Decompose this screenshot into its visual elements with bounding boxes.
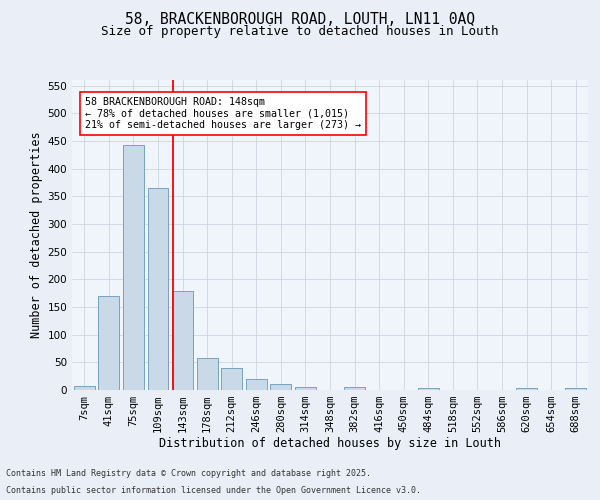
Bar bbox=[246, 379, 267, 390]
Bar bbox=[344, 387, 365, 390]
X-axis label: Distribution of detached houses by size in Louth: Distribution of detached houses by size … bbox=[159, 436, 501, 450]
Text: 58 BRACKENBOROUGH ROAD: 148sqm
← 78% of detached houses are smaller (1,015)
21% : 58 BRACKENBOROUGH ROAD: 148sqm ← 78% of … bbox=[85, 96, 361, 130]
Bar bbox=[74, 386, 95, 390]
Bar bbox=[123, 146, 144, 390]
Y-axis label: Number of detached properties: Number of detached properties bbox=[30, 132, 43, 338]
Bar bbox=[516, 388, 537, 390]
Bar bbox=[271, 384, 292, 390]
Bar bbox=[565, 388, 586, 390]
Text: Size of property relative to detached houses in Louth: Size of property relative to detached ho… bbox=[101, 25, 499, 38]
Bar bbox=[295, 387, 316, 390]
Bar bbox=[418, 388, 439, 390]
Bar bbox=[197, 358, 218, 390]
Text: 58, BRACKENBOROUGH ROAD, LOUTH, LN11 0AQ: 58, BRACKENBOROUGH ROAD, LOUTH, LN11 0AQ bbox=[125, 12, 475, 28]
Bar bbox=[98, 296, 119, 390]
Bar bbox=[148, 188, 169, 390]
Bar bbox=[221, 368, 242, 390]
Text: Contains public sector information licensed under the Open Government Licence v3: Contains public sector information licen… bbox=[6, 486, 421, 495]
Bar bbox=[172, 292, 193, 390]
Text: Contains HM Land Registry data © Crown copyright and database right 2025.: Contains HM Land Registry data © Crown c… bbox=[6, 468, 371, 477]
